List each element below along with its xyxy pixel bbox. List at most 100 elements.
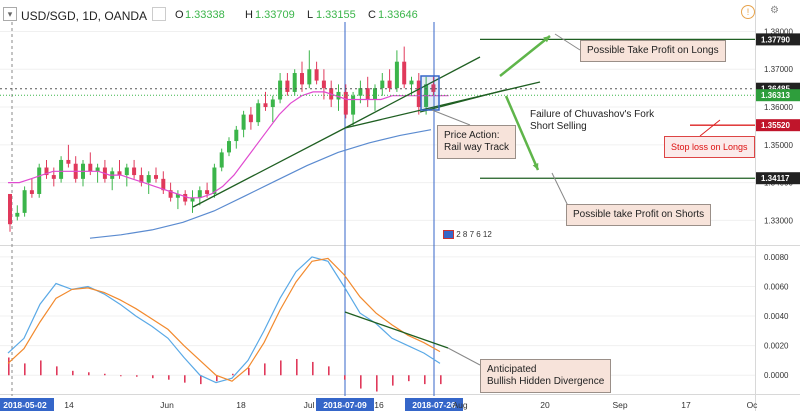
histogram-bar xyxy=(184,375,186,383)
fork-callout: Failure of Chuvashov's Fork Short Sellin… xyxy=(530,109,654,133)
scale-settings-icon[interactable]: ⚙ xyxy=(770,5,779,16)
low-value: 1.33155 xyxy=(316,9,356,21)
time-tick-label: 20 xyxy=(540,400,550,410)
candle-body xyxy=(8,193,12,225)
osc-tick-label: 0.0020 xyxy=(764,342,789,351)
signal-line xyxy=(7,257,441,382)
histogram-bar xyxy=(56,366,58,376)
price-label-bg xyxy=(756,89,800,102)
arrow-down-to-tp-head xyxy=(532,163,539,170)
event-marker-text: 2 8 7 6 12 xyxy=(456,230,492,239)
histogram-bar xyxy=(104,373,106,376)
time-axis-border xyxy=(0,394,800,395)
candle-body xyxy=(285,80,290,92)
event-marker[interactable]: 2 8 7 6 12 xyxy=(443,229,492,241)
histogram-bar xyxy=(280,360,282,376)
histogram-bar xyxy=(296,358,298,376)
candle-body xyxy=(219,152,224,168)
candle-body xyxy=(88,163,93,172)
price-label: 1.37790 xyxy=(761,35,790,44)
candle-body xyxy=(380,80,385,89)
time-tick-label: 2018-07-09 xyxy=(323,400,367,410)
candle-body xyxy=(205,190,210,194)
fork-middle-line xyxy=(344,81,541,129)
pane-divider xyxy=(0,245,800,246)
railway-track-box xyxy=(420,75,440,111)
candle-body xyxy=(270,99,275,108)
time-tick-label: Aug xyxy=(452,400,467,410)
price-label: 1.34117 xyxy=(761,174,790,183)
divergence-callout: Anticipated Bullish Hidden Divergence xyxy=(480,359,612,393)
candle-body xyxy=(394,61,399,89)
candle-body xyxy=(343,91,348,115)
candle-body xyxy=(132,167,137,176)
histogram-bar xyxy=(216,375,218,382)
price-label-bg xyxy=(756,33,800,46)
histogram-bar xyxy=(408,375,410,382)
tp-longs-text: Possible Take Profit on Longs xyxy=(587,45,719,56)
candle-body xyxy=(117,171,122,176)
candle-body xyxy=(29,190,34,194)
price-label: 1.36313 xyxy=(761,91,790,100)
candle-body xyxy=(358,88,363,96)
candle-body xyxy=(351,95,356,115)
arrow-up-to-tp xyxy=(499,35,551,77)
candle-body xyxy=(95,167,100,172)
tp-shorts-connector xyxy=(551,172,571,211)
fork-text-1: Failure of Chuvashov's Fork xyxy=(530,109,655,120)
candle-body xyxy=(409,80,414,85)
time-tick-label: 2018-07-26 xyxy=(412,400,456,410)
open-prefix: O xyxy=(175,9,184,21)
histogram-bar xyxy=(200,375,202,385)
histogram-bar xyxy=(72,370,74,376)
macd-line xyxy=(7,256,441,384)
candle-body xyxy=(154,175,158,179)
candle-body xyxy=(15,212,20,217)
stop-loss-callout: Stop loss on Longs xyxy=(664,136,755,158)
time-tick-label: 14 xyxy=(64,400,74,410)
candle-body xyxy=(314,69,319,81)
rail-callout-connector xyxy=(431,109,471,126)
close-value: 1.33646 xyxy=(378,9,418,21)
candle-body xyxy=(307,69,312,85)
low-prefix: L xyxy=(307,9,314,21)
candle-body xyxy=(336,91,341,100)
divergence-text-2: Bullish Hidden Divergence xyxy=(487,376,605,387)
date-highlight xyxy=(405,398,463,411)
histogram-bar xyxy=(392,375,394,386)
symbol-label[interactable]: USD/SGD, 1D, OANDA xyxy=(21,9,148,23)
chart-header: ▾ USD/SGD, 1D, OANDA O 1.33338 H 1.33709… xyxy=(0,0,800,30)
arrow-down-to-tp xyxy=(504,95,540,171)
histogram-bar xyxy=(40,360,42,376)
histogram-bar xyxy=(344,375,346,380)
candle-body xyxy=(183,193,188,202)
price-label: 1.36485 xyxy=(761,85,790,94)
histogram-bar xyxy=(312,361,314,376)
candle-body xyxy=(22,190,27,213)
tp-shorts-text: Possible take Profit on Shorts xyxy=(573,209,705,220)
price-tick-label: 1.36000 xyxy=(764,103,793,112)
candle-body xyxy=(387,80,392,89)
candle-body xyxy=(241,114,246,130)
histogram-bar xyxy=(120,375,122,377)
eye-icon[interactable] xyxy=(152,7,166,21)
rail-line xyxy=(419,89,506,113)
candle-body xyxy=(292,73,297,92)
candle-body xyxy=(402,61,407,85)
candle-body xyxy=(59,159,64,179)
candle-body xyxy=(300,73,304,85)
time-tick-label: 2018-05-02 xyxy=(3,400,47,410)
fork-text-2: Short Selling xyxy=(530,121,587,132)
time-tick-label: Oc xyxy=(747,400,759,410)
candle-body xyxy=(373,88,377,100)
ma-slow-line xyxy=(89,129,432,239)
fork-upper-line xyxy=(344,56,481,129)
candle-body xyxy=(37,167,42,194)
candle-body xyxy=(227,141,231,153)
alert-icon[interactable]: ! xyxy=(741,5,755,19)
histogram-bar xyxy=(168,375,170,380)
price-tick-label: 1.38000 xyxy=(764,27,793,36)
collapse-icon[interactable]: ▾ xyxy=(3,7,17,21)
